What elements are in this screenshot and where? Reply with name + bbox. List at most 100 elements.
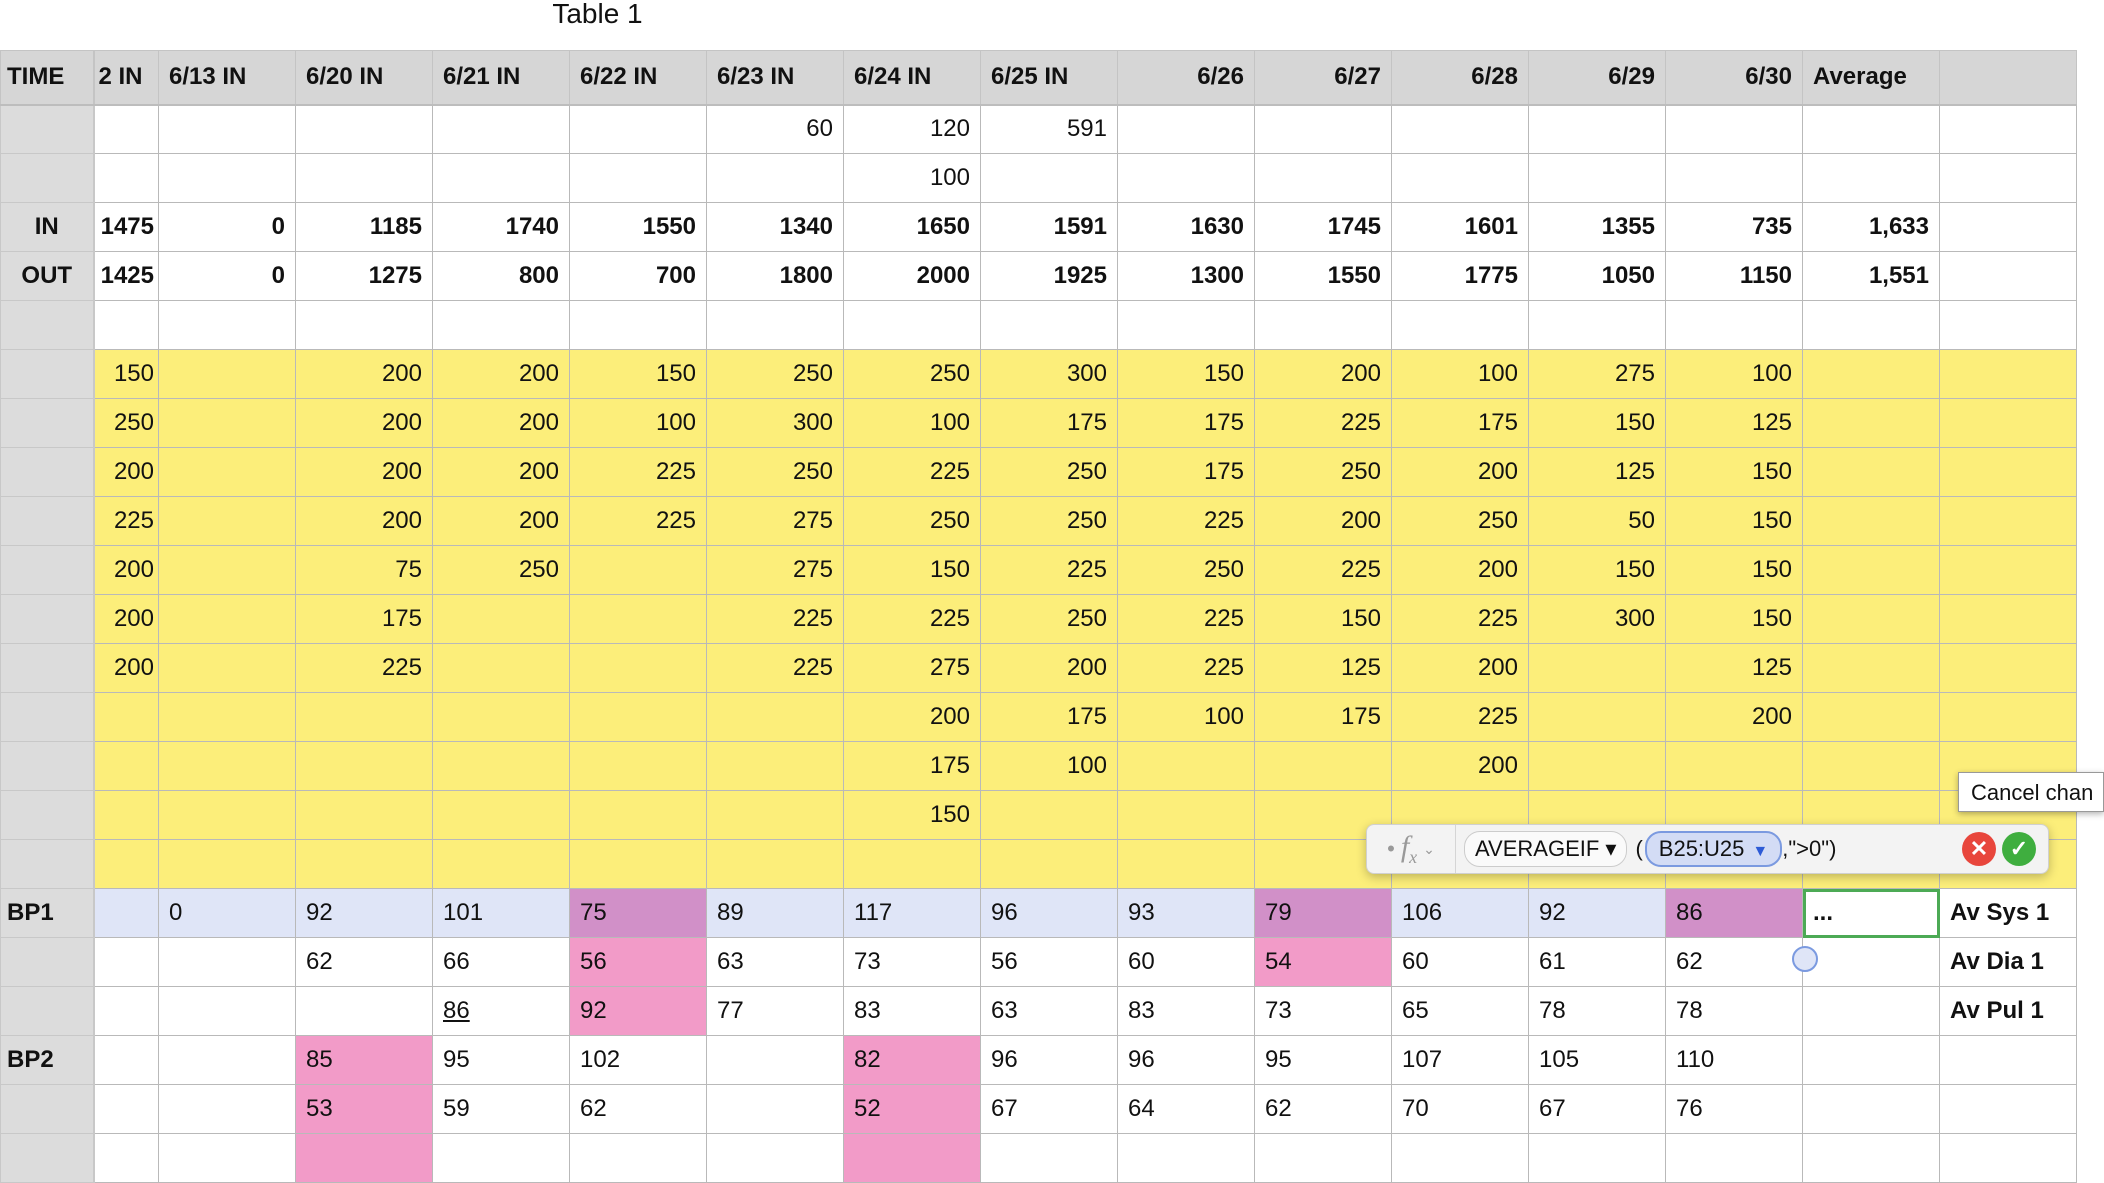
cell[interactable] [1939, 349, 2077, 399]
cell[interactable] [93, 986, 159, 1036]
cell[interactable]: 275 [706, 545, 844, 595]
cell[interactable] [93, 1084, 159, 1134]
cell[interactable] [432, 839, 570, 889]
cell[interactable] [1391, 153, 1529, 203]
cell[interactable]: 200 [1254, 349, 1392, 399]
cell[interactable]: 175 [1117, 447, 1255, 497]
cell[interactable]: 735 [1665, 202, 1803, 252]
cell[interactable] [1254, 1133, 1392, 1183]
cell[interactable] [980, 790, 1118, 840]
cell[interactable]: 60 [1117, 937, 1255, 987]
cell[interactable]: 62 [1665, 937, 1803, 987]
cell[interactable] [158, 937, 296, 987]
cell[interactable]: 62 [295, 937, 433, 987]
cell[interactable] [432, 300, 570, 350]
cell[interactable] [1802, 496, 1940, 546]
row-header[interactable]: IN [0, 202, 95, 252]
cell[interactable] [158, 1084, 296, 1134]
cell[interactable] [158, 496, 296, 546]
cell[interactable]: 73 [1254, 986, 1392, 1036]
cell[interactable] [432, 594, 570, 644]
cell[interactable]: 200 [93, 447, 159, 497]
cell[interactable] [432, 790, 570, 840]
cell[interactable]: 200 [295, 496, 433, 546]
cell[interactable]: 700 [569, 251, 707, 301]
cell[interactable] [432, 1133, 570, 1183]
cell[interactable] [1939, 398, 2077, 448]
cell[interactable] [569, 153, 707, 203]
column-header[interactable]: Average [1802, 50, 1940, 106]
cell[interactable] [569, 104, 707, 154]
cell[interactable] [295, 790, 433, 840]
cell[interactable] [158, 349, 296, 399]
cell[interactable] [158, 153, 296, 203]
cell[interactable] [93, 790, 159, 840]
cell[interactable] [1939, 447, 2077, 497]
cell[interactable]: 225 [843, 447, 981, 497]
cell[interactable]: 0 [158, 202, 296, 252]
cell[interactable] [158, 986, 296, 1036]
cell[interactable]: 96 [1117, 1035, 1255, 1085]
cell[interactable] [1802, 692, 1940, 742]
cell[interactable] [1665, 104, 1803, 154]
cell[interactable]: 100 [1117, 692, 1255, 742]
cell[interactable]: 125 [1254, 643, 1392, 693]
cell[interactable]: 75 [295, 545, 433, 595]
cell[interactable]: 225 [980, 545, 1118, 595]
cell[interactable]: 56 [980, 937, 1118, 987]
cell[interactable]: 275 [843, 643, 981, 693]
cell[interactable] [569, 643, 707, 693]
row-header[interactable] [0, 839, 95, 889]
cell[interactable] [93, 1133, 159, 1183]
column-header[interactable]: 6/20 IN [295, 50, 433, 106]
cell[interactable] [1802, 545, 1940, 595]
cell[interactable] [980, 839, 1118, 889]
cell[interactable]: 77 [706, 986, 844, 1036]
cell[interactable]: 225 [1391, 594, 1529, 644]
cell[interactable] [158, 300, 296, 350]
cell[interactable]: 225 [569, 447, 707, 497]
cell[interactable]: 200 [295, 447, 433, 497]
cell[interactable] [1939, 1084, 2077, 1134]
cell[interactable]: 275 [706, 496, 844, 546]
cell[interactable] [1802, 937, 1940, 987]
cell[interactable] [1528, 643, 1666, 693]
cell[interactable]: 0 [158, 888, 296, 938]
cell[interactable]: 225 [1254, 545, 1392, 595]
cell[interactable] [158, 594, 296, 644]
cell[interactable]: Av Sys 1 [1939, 888, 2077, 938]
header-time[interactable]: TIME [0, 50, 95, 106]
cell[interactable]: 60 [1391, 937, 1529, 987]
row-header[interactable] [0, 447, 95, 497]
cell[interactable]: 150 [843, 790, 981, 840]
cell[interactable]: 1550 [1254, 251, 1392, 301]
cell[interactable] [980, 300, 1118, 350]
cell[interactable] [1117, 839, 1255, 889]
row-header[interactable]: OUT [0, 251, 95, 301]
cell[interactable] [706, 1084, 844, 1134]
cell[interactable]: 1,633 [1802, 202, 1940, 252]
cell[interactable] [706, 741, 844, 791]
cell[interactable]: 92 [295, 888, 433, 938]
cell[interactable]: 175 [980, 398, 1118, 448]
cell[interactable]: 78 [1528, 986, 1666, 1036]
cell[interactable]: 61 [1528, 937, 1666, 987]
cell[interactable] [1528, 300, 1666, 350]
cell[interactable]: 150 [569, 349, 707, 399]
cell[interactable]: 62 [1254, 1084, 1392, 1134]
cell[interactable]: 120 [843, 104, 981, 154]
cell[interactable]: 250 [706, 349, 844, 399]
cell[interactable] [569, 545, 707, 595]
cell[interactable]: 250 [1254, 447, 1392, 497]
cell[interactable]: 100 [569, 398, 707, 448]
row-header[interactable] [0, 104, 95, 154]
cell[interactable] [93, 937, 159, 987]
cell[interactable]: 100 [980, 741, 1118, 791]
cell[interactable] [1939, 1133, 2077, 1183]
cell[interactable]: 106 [1391, 888, 1529, 938]
row-header[interactable] [0, 496, 95, 546]
row-header[interactable] [0, 594, 95, 644]
cell[interactable] [295, 104, 433, 154]
cell[interactable] [93, 741, 159, 791]
column-header[interactable] [1939, 50, 2077, 106]
